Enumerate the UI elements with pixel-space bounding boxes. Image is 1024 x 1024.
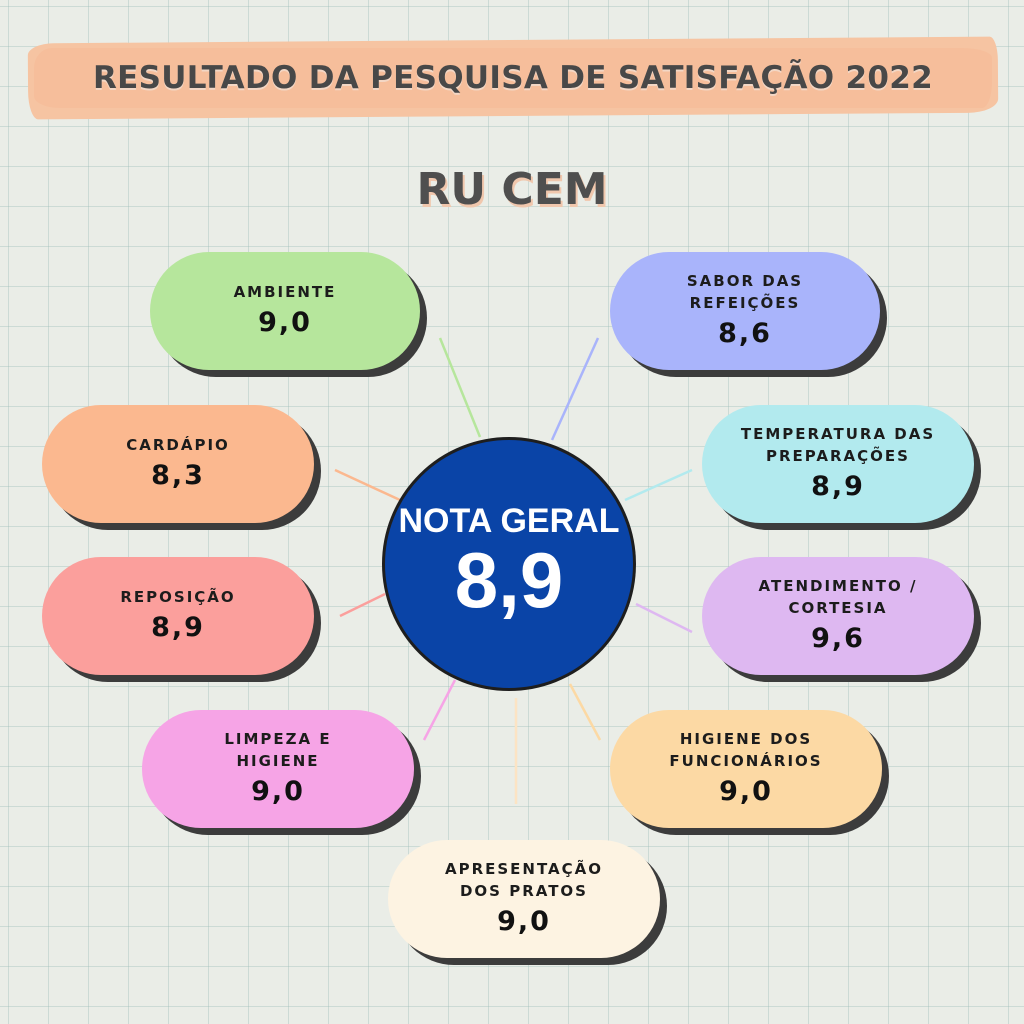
connector-cardapio [334,468,401,502]
connector-atendimento [635,602,693,634]
category-label: HIGIENE DOS FUNCIONÁRIOS [669,730,823,770]
category-reposicao: REPOSIÇÃO 8,9 [42,557,314,675]
category-score: 9,6 [811,623,865,654]
category-score: 8,6 [718,318,772,349]
category-score: 9,0 [497,906,551,937]
connector-temperatura [624,468,693,502]
category-ambiente: AMBIENTE 9,0 [150,252,420,370]
category-sabor-das-refeicoes: SABOR DAS REFEIÇÕES 8,6 [610,252,880,370]
category-score: 9,0 [251,776,305,807]
category-score: 8,9 [151,612,205,643]
overall-score-value: 8,9 [454,536,564,624]
category-score: 9,0 [719,776,773,807]
category-label: SABOR DAS REFEIÇÕES [686,272,804,312]
category-atendimento-cortesia: ATENDIMENTO / CORTESIA 9,6 [702,557,974,675]
connector-higiene-func [568,683,602,741]
category-score: 8,9 [811,471,865,502]
category-apresentacao-dos-pratos: APRESENTAÇÃO DOS PRATOS 9,0 [388,840,660,958]
category-label: ATENDIMENTO / CORTESIA [758,577,918,617]
category-temperatura-das-preparacoes: TEMPERATURA DAS PREPARAÇÕES 8,9 [702,405,974,523]
category-score: 9,0 [258,307,312,338]
category-label: AMBIENTE [233,283,337,301]
category-limpeza-e-higiene: LIMPEZA E HIGIENE 9,0 [142,710,414,828]
connector-reposicao [339,592,386,618]
title-brush-highlight [34,48,992,108]
overall-score-label: NOTA GERAL [398,502,620,540]
connector-ambiente [438,337,482,438]
overall-score-circle: NOTA GERAL 8,9 [382,437,636,691]
category-score: 8,3 [151,460,205,491]
title-banner: RESULTADO DA PESQUISA DE SATISFAÇÃO 2022 [27,36,999,120]
category-label: CARDÁPIO [126,436,230,454]
page-title: RESULTADO DA PESQUISA DE SATISFAÇÃO 2022 [92,60,934,96]
category-cardapio: CARDÁPIO 8,3 [42,405,314,523]
connector-limpeza [422,679,457,741]
category-label: LIMPEZA E HIGIENE [224,730,332,770]
category-label: TEMPERATURA DAS PREPARAÇÕES [740,425,936,465]
category-higiene-dos-funcionarios: HIGIENE DOS FUNCIONÁRIOS 9,0 [610,710,882,828]
category-label: APRESENTAÇÃO DOS PRATOS [444,860,604,900]
page-subtitle: RU CEM [416,164,608,215]
connector-sabor [550,337,600,441]
category-label: REPOSIÇÃO [120,588,236,606]
